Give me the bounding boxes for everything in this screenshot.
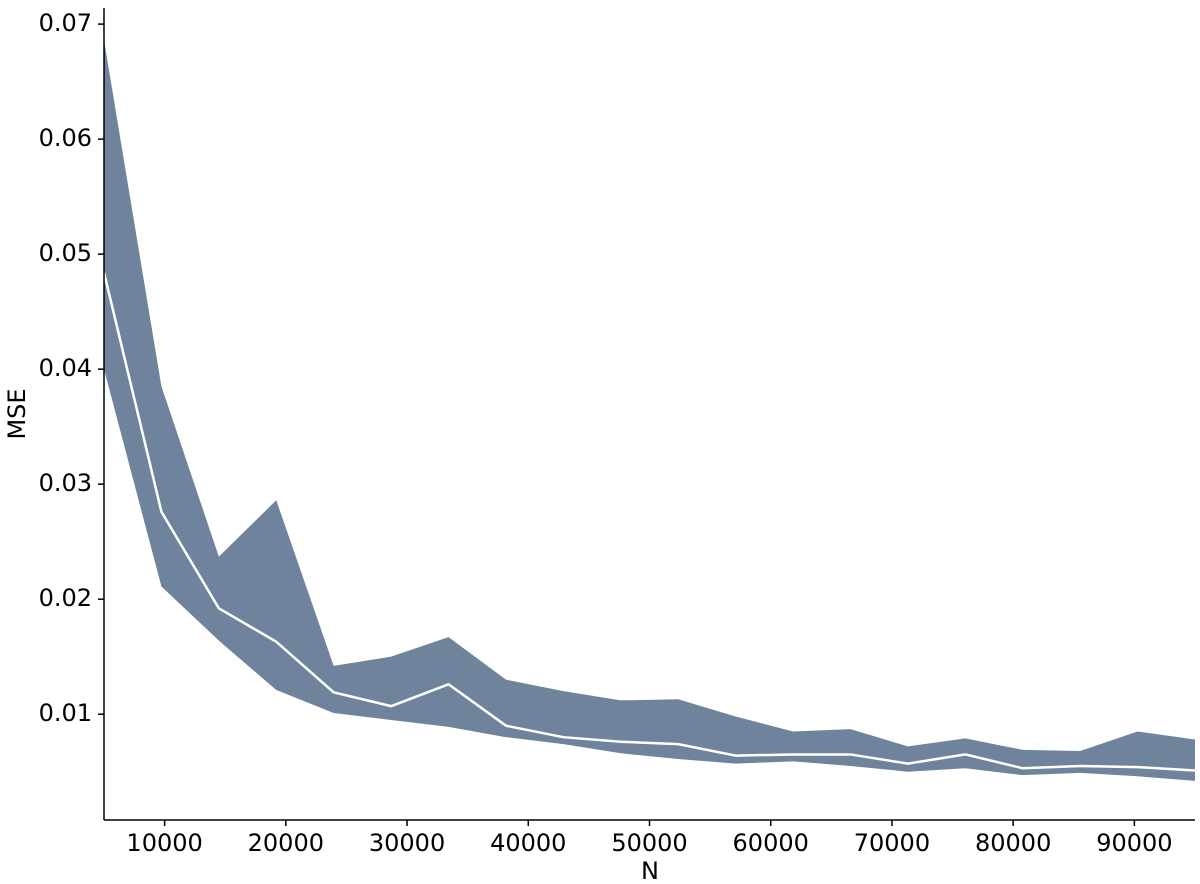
y-tick-label: 0.06 — [39, 124, 92, 152]
y-tick-label: 0.04 — [39, 354, 92, 382]
y-tick-label: 0.02 — [39, 584, 92, 612]
x-tick-label: 80000 — [975, 829, 1051, 857]
band — [104, 40, 1195, 781]
y-tick-label: 0.01 — [39, 699, 92, 727]
y-tick-label: 0.07 — [39, 9, 92, 37]
x-axis-label: N — [641, 857, 659, 884]
x-tick-label: 60000 — [733, 829, 809, 857]
y-tick-label: 0.03 — [39, 469, 92, 497]
x-tick-label: 20000 — [248, 829, 324, 857]
mean-line — [102, 272, 1196, 772]
x-tick-label: 70000 — [854, 829, 930, 857]
x-tick-label: 40000 — [490, 829, 566, 857]
x-tick-label: 90000 — [1096, 829, 1172, 857]
y-axis-label: MSE — [3, 388, 31, 439]
x-tick-label: 10000 — [126, 829, 202, 857]
x-tick-label: 50000 — [611, 829, 687, 857]
x-tick-label: 30000 — [369, 829, 445, 857]
y-tick-label: 0.05 — [39, 239, 92, 267]
